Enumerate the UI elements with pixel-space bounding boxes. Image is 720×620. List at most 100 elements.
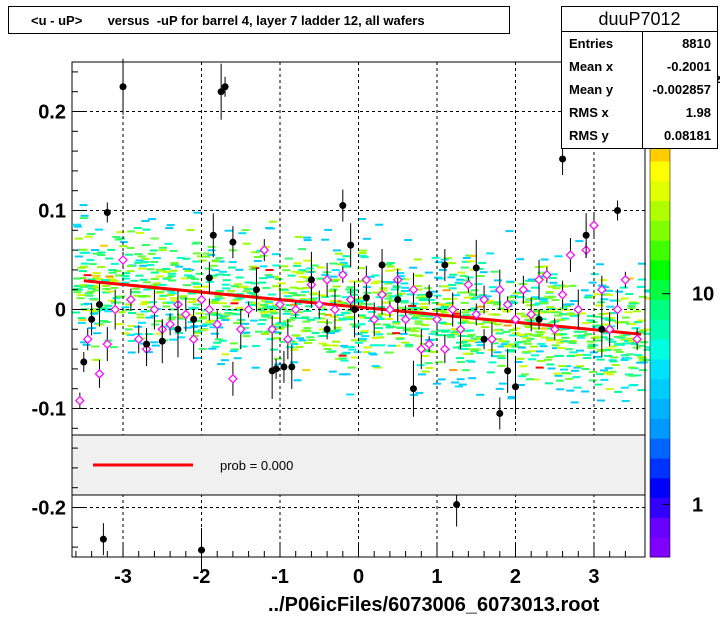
heatmap-cell (625, 293, 634, 295)
heatmap-cell (277, 306, 286, 309)
stat-key: RMS y (569, 128, 609, 143)
heatmap-cell (313, 317, 322, 320)
heatmap-cell (332, 278, 341, 281)
dot-marker (504, 367, 512, 375)
heatmap-cell (193, 330, 202, 333)
heatmap-cell (321, 238, 330, 241)
heatmap-cell (267, 316, 276, 319)
heatmap-cell (435, 277, 444, 280)
heatmap-cell (392, 285, 401, 288)
heatmap-cell (108, 269, 117, 271)
heatmap-cell (576, 349, 584, 352)
heatmap-cell (162, 271, 171, 273)
heatmap-cell (628, 323, 637, 326)
diamond-marker (361, 274, 372, 285)
diamond-marker (283, 334, 293, 345)
heatmap-cell (498, 340, 507, 342)
diamond-marker (589, 220, 599, 231)
heatmap-cell (222, 287, 231, 290)
heatmap-cell (486, 299, 495, 302)
diamond-marker (604, 324, 615, 335)
heatmap-cell (271, 285, 280, 288)
stat-key: RMS x (569, 105, 609, 120)
heatmap-cell (307, 318, 315, 321)
heatmap-cell (526, 319, 535, 322)
heatmap-cell (516, 312, 525, 315)
heatmap-cell (619, 286, 628, 289)
heatmap-cell (145, 316, 154, 319)
heatmap-cell (466, 329, 474, 332)
heatmap-cell (124, 328, 133, 331)
heatmap-cell (493, 303, 501, 306)
stat-value: -0.002857 (652, 82, 711, 97)
heatmap-cell (198, 347, 207, 350)
heatmap-cell (318, 342, 327, 345)
heatmap-cell (593, 355, 602, 358)
heatmap-cell (332, 294, 341, 297)
heatmap-cell (331, 330, 340, 332)
profile-point (228, 361, 238, 396)
heatmap-cell (497, 364, 506, 367)
heatmap-cell (104, 310, 113, 313)
heatmap-cell (318, 294, 327, 297)
heatmap-cell (474, 283, 483, 286)
heatmap-cell (549, 273, 558, 276)
heatmap-cell (272, 264, 281, 267)
heatmap-cell (370, 282, 379, 285)
heatmap-cell (587, 345, 596, 348)
heatmap-cell (469, 297, 478, 300)
heatmap-cell (96, 323, 104, 326)
heatmap-cell (461, 311, 470, 314)
heatmap-cell (508, 329, 517, 332)
heatmap-cell (377, 313, 386, 316)
heatmap-cell (127, 230, 136, 233)
heatmap-cell (540, 302, 549, 305)
dot-marker (288, 363, 296, 371)
outlier-point (229, 226, 237, 259)
heatmap-cell (450, 331, 459, 334)
heatmap-cell (142, 228, 151, 231)
diamond-marker (228, 373, 238, 384)
heatmap-cell (456, 278, 465, 281)
heatmap-cell (644, 289, 653, 292)
heatmap-cell (391, 288, 400, 291)
heatmap-cell (184, 270, 193, 273)
heatmap-cell (261, 315, 270, 318)
heatmap-cell (414, 285, 423, 288)
heatmap-cell (298, 275, 307, 278)
heatmap-cell (490, 290, 499, 293)
dot-marker (119, 83, 127, 91)
diamond-marker (275, 299, 285, 310)
heatmap-cell (404, 345, 413, 348)
heatmap-cell (483, 302, 492, 305)
heatmap-cell (516, 384, 525, 386)
heatmap-cell (248, 304, 257, 307)
heatmap-cell (330, 301, 339, 303)
heatmap-cell (149, 249, 158, 252)
heatmap-cell (80, 262, 89, 265)
heatmap-cell (273, 337, 282, 340)
heatmap-cell (604, 354, 612, 357)
heatmap-cell (599, 369, 608, 372)
heatmap-cell (385, 318, 394, 320)
heatmap-cell (233, 357, 242, 360)
heatmap-cell (352, 325, 361, 328)
heatmap-cell (512, 327, 521, 330)
heatmap-cell (134, 253, 143, 256)
heatmap-cell (386, 265, 395, 268)
dot-marker (496, 409, 504, 417)
heatmap-cell (497, 357, 506, 360)
heatmap-cell (180, 277, 189, 280)
palette-swatch (650, 339, 670, 360)
heatmap-cell (553, 314, 562, 317)
heatmap-cell (371, 365, 380, 368)
heatmap-cell (126, 270, 135, 273)
heatmap-cell (305, 305, 314, 308)
heatmap-cell (613, 335, 622, 338)
heatmap-cell (137, 321, 146, 324)
heatmap-cell (620, 297, 629, 300)
heatmap-cell (293, 379, 302, 382)
palette-swatch (650, 260, 670, 281)
heatmap-cell (543, 358, 552, 361)
heatmap-cell (589, 371, 597, 373)
